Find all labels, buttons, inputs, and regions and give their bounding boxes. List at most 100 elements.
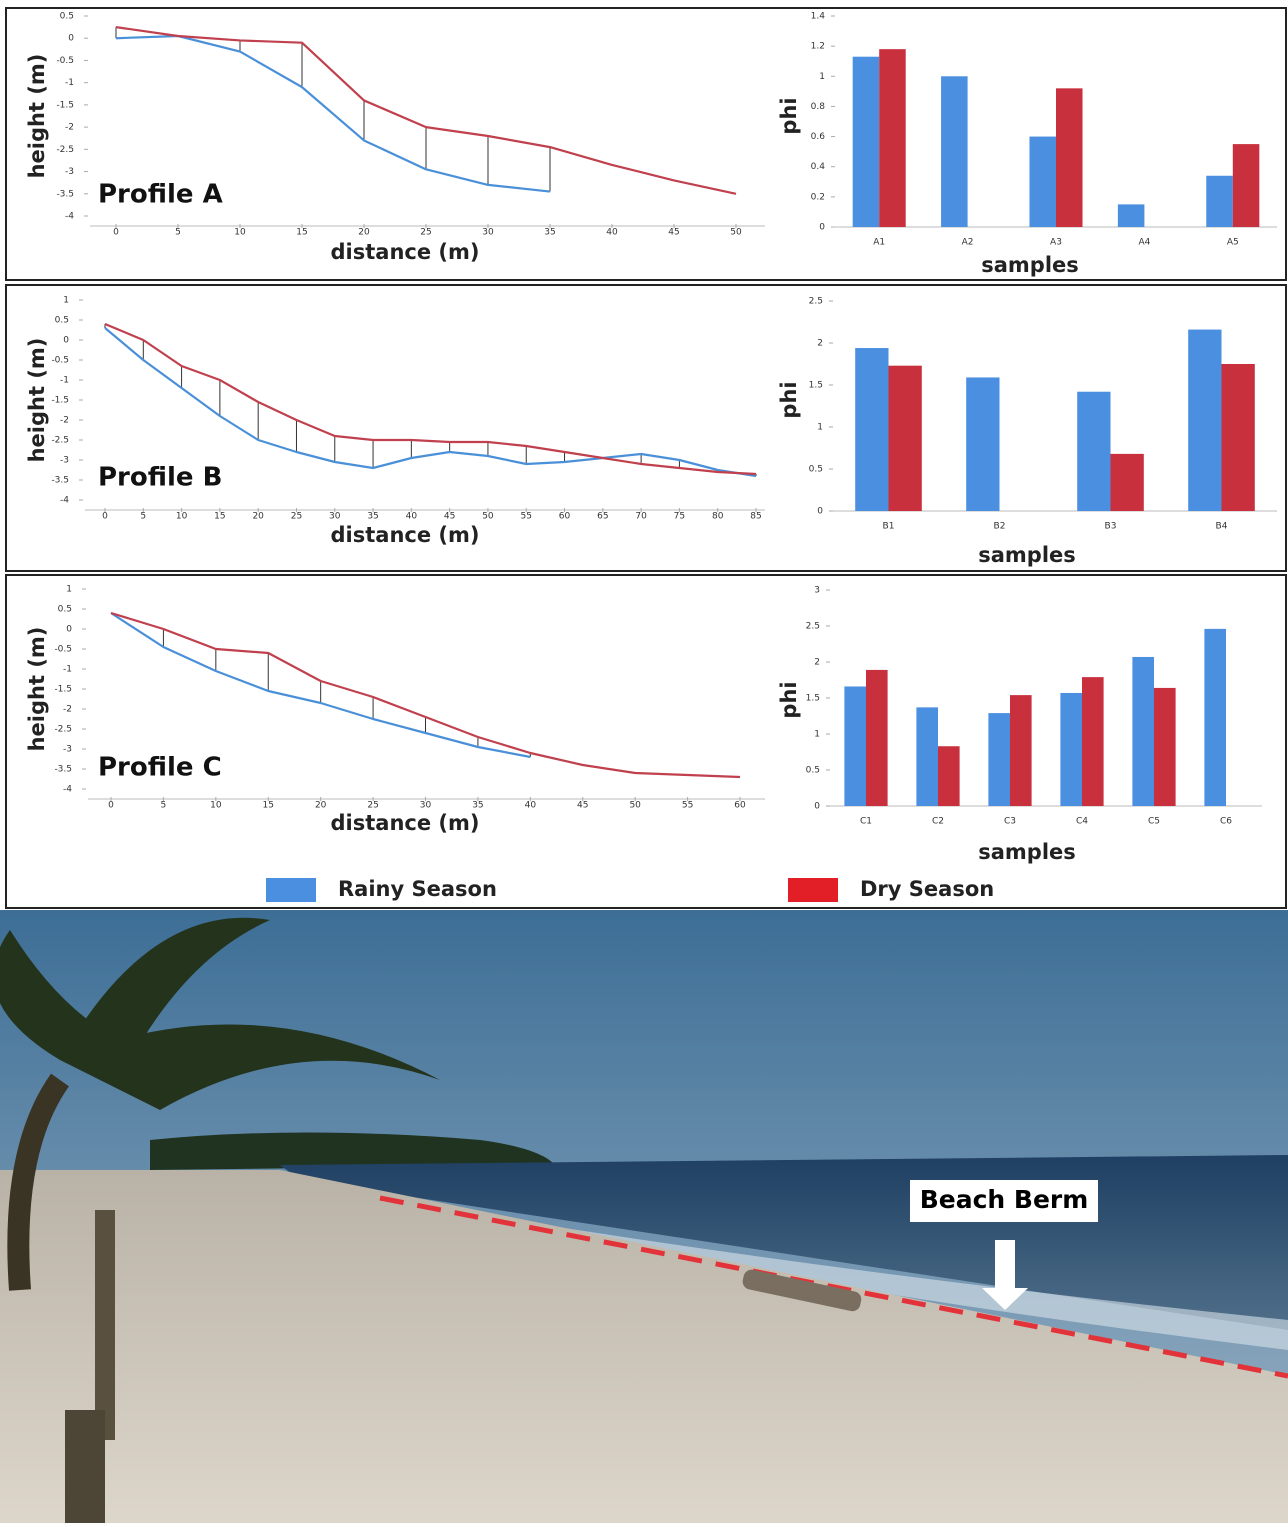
x-tick-label: A1 [873, 238, 885, 248]
x-tick-label: B3 [1105, 522, 1117, 532]
x-tick-label: A3 [1050, 238, 1062, 248]
y-tick-label: -1.5 [56, 100, 74, 110]
x-tick-label: 50 [482, 512, 494, 522]
y-axis-label: height (m) [25, 338, 49, 463]
x-tick-label: 50 [629, 801, 641, 811]
y-tick-label: 3 [814, 586, 820, 596]
bar [889, 366, 922, 511]
y-tick-label: -2.5 [51, 436, 69, 446]
bar [938, 746, 960, 806]
x-tick-label: B1 [883, 522, 895, 532]
x-tick-label: 45 [668, 228, 679, 238]
x-tick-label: 25 [420, 228, 431, 238]
bar [1132, 657, 1154, 806]
legend-label: Rainy Season [338, 877, 497, 901]
y-tick-label: 2.5 [806, 622, 820, 632]
beach-photo: Beach Berm [0, 910, 1288, 1523]
x-tick-label: 60 [734, 801, 746, 811]
x-tick-label: A4 [1138, 238, 1150, 248]
bar [1082, 677, 1104, 806]
legend-label: Dry Season [860, 877, 994, 901]
y-tick-label: -3 [63, 745, 72, 755]
y-tick-label: 0 [66, 625, 72, 635]
bar [844, 686, 866, 806]
x-tick-label: B2 [994, 522, 1006, 532]
bar [1010, 695, 1032, 806]
x-tick-label: 45 [444, 512, 455, 522]
bar [879, 49, 906, 227]
y-tick-label: 1.5 [806, 694, 820, 704]
x-tick-label: 0 [102, 512, 108, 522]
y-tick-label: 1 [814, 730, 820, 740]
x-tick-label: 60 [559, 512, 571, 522]
y-tick-label: 1.2 [811, 42, 825, 52]
y-tick-label: -3.5 [51, 476, 69, 486]
x-tick-label: C6 [1220, 817, 1232, 827]
y-tick-label: 0.2 [811, 192, 825, 202]
x-tick-label: 50 [730, 228, 742, 238]
bar [866, 670, 888, 806]
x-tick-label: 40 [406, 512, 418, 522]
x-axis-label: distance (m) [331, 240, 480, 264]
bar [855, 348, 888, 511]
y-tick-label: -1.5 [51, 396, 69, 406]
x-tick-label: 10 [210, 801, 222, 811]
y-tick-label: -0.5 [54, 645, 72, 655]
x-tick-label: 85 [750, 512, 761, 522]
x-tick-label: 30 [329, 512, 341, 522]
x-axis-label: samples [978, 543, 1076, 567]
figure: Rainy Season Dry Season Beach Berm dista… [0, 0, 1288, 1523]
y-tick-label: 0.5 [60, 12, 74, 22]
y-tick-label: 2 [817, 339, 823, 349]
x-tick-label: 20 [315, 801, 327, 811]
x-axis-label: samples [981, 253, 1079, 277]
x-tick-label: 65 [597, 512, 608, 522]
y-tick-label: 1.5 [809, 381, 823, 391]
profile-annotation: Profile C [98, 753, 222, 783]
y-tick-label: 0 [814, 802, 820, 812]
y-tick-label: -3 [60, 456, 69, 466]
y-tick-label: -3.5 [54, 765, 72, 775]
x-tick-label: 20 [252, 512, 264, 522]
y-axis-label: phi [777, 381, 801, 418]
y-tick-label: 0.5 [806, 766, 820, 776]
y-tick-label: -2.5 [56, 145, 74, 155]
y-tick-label: 0.4 [811, 162, 826, 172]
y-tick-label: -4 [63, 785, 72, 795]
y-tick-label: -1 [63, 665, 72, 675]
y-tick-label: 1 [819, 72, 825, 82]
profile-line [105, 328, 756, 476]
y-tick-label: -1 [65, 78, 74, 88]
bar [1060, 693, 1082, 806]
panel-frame [6, 8, 1286, 280]
y-tick-label: 1 [66, 585, 72, 595]
bar [1222, 364, 1255, 511]
x-tick-label: 0 [108, 801, 114, 811]
y-tick-label: -0.5 [56, 56, 74, 66]
x-tick-label: A5 [1227, 238, 1239, 248]
profile-line [116, 36, 550, 192]
y-tick-label: -1 [60, 376, 69, 386]
y-tick-label: 2.5 [809, 297, 823, 307]
x-tick-label: 20 [358, 228, 370, 238]
bar [1077, 392, 1110, 511]
bar [1204, 629, 1226, 806]
fence-post [95, 1210, 115, 1440]
y-tick-label: -3 [65, 167, 74, 177]
bar [1111, 454, 1144, 511]
x-tick-label: 55 [682, 801, 693, 811]
x-tick-label: C4 [1076, 817, 1088, 827]
x-tick-label: 70 [635, 512, 647, 522]
x-tick-label: B4 [1216, 522, 1228, 532]
x-tick-label: 0 [113, 228, 119, 238]
y-tick-label: -4 [65, 212, 74, 222]
x-tick-label: A2 [962, 238, 974, 248]
x-tick-label: 5 [161, 801, 167, 811]
x-axis-label: distance (m) [331, 523, 480, 547]
x-tick-label: 10 [176, 512, 188, 522]
x-tick-label: C5 [1148, 817, 1160, 827]
page: Rainy Season Dry Season Beach Berm dista… [0, 0, 1288, 1523]
y-tick-label: 0 [68, 34, 74, 44]
bar [853, 57, 880, 227]
x-tick-label: 55 [521, 512, 532, 522]
